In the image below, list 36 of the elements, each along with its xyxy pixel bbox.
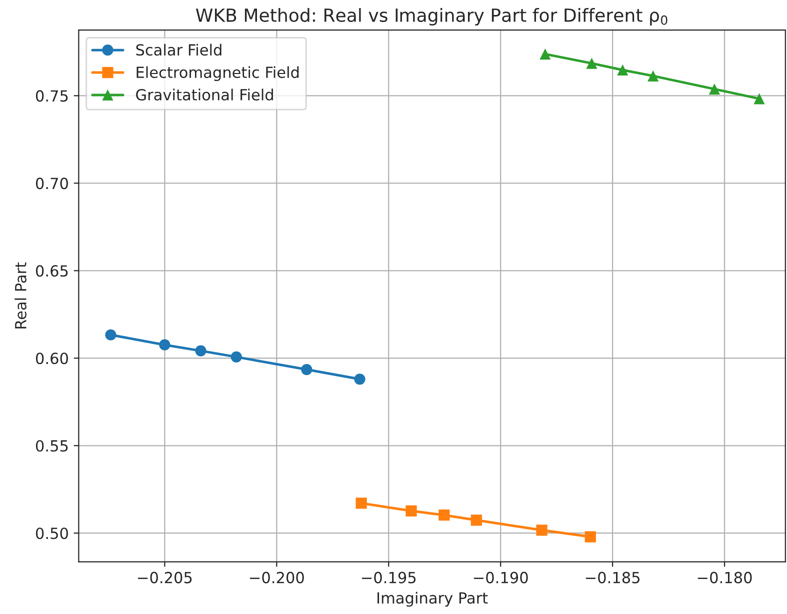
point [354,374,366,385]
y-tick-label: 0.65 [36,265,68,277]
y-tick-label: 0.75 [36,90,68,102]
x-tick-label: −0.180 [698,572,752,584]
chart-title: WKB Method: Real vs Imaginary Part for Different ρ$_{0}$ [196,8,668,26]
point [470,514,482,526]
point [536,524,548,536]
point [617,64,628,76]
x-axis-title: Imaginary Part [378,592,488,607]
y-tick-label: 0.60 [36,352,68,364]
point [540,48,551,60]
point [648,70,659,82]
legend-label: Electromagnetic Field [136,66,299,82]
point [301,364,312,376]
y-tick-label: 0.55 [36,440,68,452]
point [584,531,596,542]
x-tick-label: −0.185 [586,572,640,584]
point [438,510,450,521]
point [105,329,116,340]
point [159,339,170,350]
point [406,505,417,516]
point [195,345,206,356]
point [356,498,367,509]
legend-label: Gravitational Field [136,88,273,101]
legend-label: Scalar Field [136,44,222,56]
point [708,83,720,95]
point [230,351,242,362]
point [754,93,765,104]
y-tick-label: 0.70 [36,178,68,190]
x-tick-label: −0.195 [362,572,416,584]
x-tick-label: −0.200 [250,572,304,584]
y-axis-title: Real Part [14,262,26,328]
y-tick-label: 0.50 [36,528,68,540]
point [586,58,598,69]
x-tick-label: −0.190 [474,572,528,584]
x-tick-label: −0.205 [138,572,192,584]
